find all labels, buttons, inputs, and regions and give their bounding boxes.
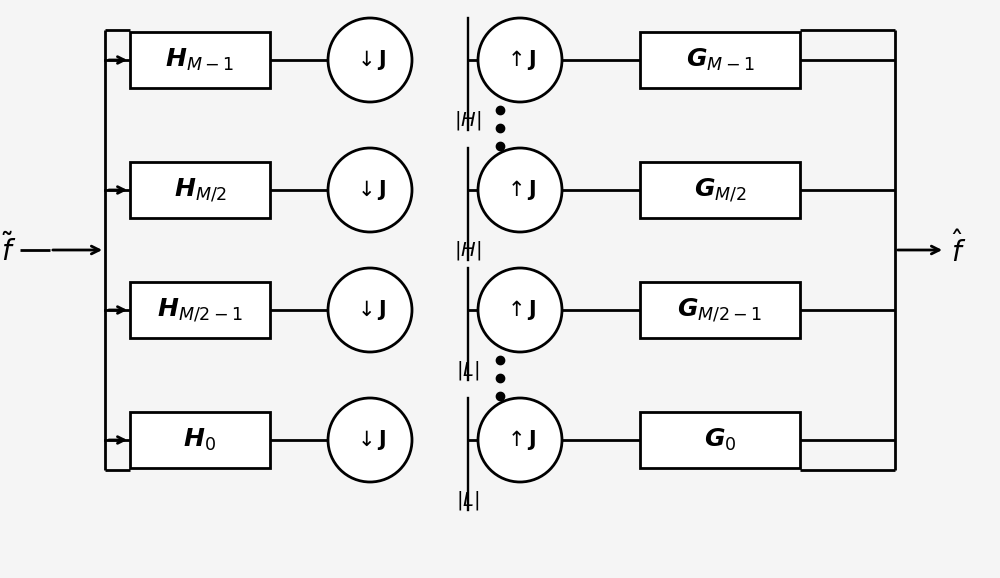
Ellipse shape: [478, 398, 562, 482]
Text: $\boldsymbol{H}_0$: $\boldsymbol{H}_0$: [183, 427, 217, 453]
Text: $\boldsymbol{H}_{M-1}$: $\boldsymbol{H}_{M-1}$: [165, 47, 235, 73]
Text: $\uparrow$J: $\uparrow$J: [503, 178, 537, 202]
FancyBboxPatch shape: [130, 282, 270, 338]
FancyBboxPatch shape: [130, 412, 270, 468]
FancyBboxPatch shape: [640, 32, 800, 88]
Text: $\boldsymbol{H}_{M/2}$: $\boldsymbol{H}_{M/2}$: [174, 176, 226, 203]
Ellipse shape: [328, 18, 412, 102]
Text: $|H|$: $|H|$: [454, 109, 482, 132]
Text: $\uparrow$J: $\uparrow$J: [503, 48, 537, 72]
Text: $\boldsymbol{G}_{M/2}$: $\boldsymbol{G}_{M/2}$: [694, 176, 746, 203]
Text: $\downarrow$J: $\downarrow$J: [353, 298, 387, 322]
Text: $\boldsymbol{G}_{M/2-1}$: $\boldsymbol{G}_{M/2-1}$: [677, 297, 763, 324]
Text: $\tilde{f}$: $\tilde{f}$: [1, 233, 16, 267]
Ellipse shape: [328, 268, 412, 352]
Text: $\downarrow$J: $\downarrow$J: [353, 428, 387, 452]
Text: $\uparrow$J: $\uparrow$J: [503, 298, 537, 322]
Ellipse shape: [478, 148, 562, 232]
Text: $\downarrow$J: $\downarrow$J: [353, 48, 387, 72]
FancyBboxPatch shape: [640, 412, 800, 468]
FancyBboxPatch shape: [640, 282, 800, 338]
Ellipse shape: [328, 398, 412, 482]
Text: $\boldsymbol{H}_{M/2-1}$: $\boldsymbol{H}_{M/2-1}$: [157, 297, 243, 324]
Ellipse shape: [328, 148, 412, 232]
FancyBboxPatch shape: [130, 162, 270, 218]
Text: $|L|$: $|L|$: [456, 359, 480, 382]
Text: $\hat{f}$: $\hat{f}$: [951, 232, 966, 269]
Text: $|L|$: $|L|$: [456, 489, 480, 512]
Text: $\boldsymbol{G}_0$: $\boldsymbol{G}_0$: [704, 427, 736, 453]
FancyBboxPatch shape: [130, 32, 270, 88]
Text: $\boldsymbol{G}_{M-1}$: $\boldsymbol{G}_{M-1}$: [686, 47, 754, 73]
Ellipse shape: [478, 18, 562, 102]
Text: $|H|$: $|H|$: [454, 239, 482, 262]
Text: $\uparrow$J: $\uparrow$J: [503, 428, 537, 452]
FancyBboxPatch shape: [640, 162, 800, 218]
Text: $\downarrow$J: $\downarrow$J: [353, 178, 387, 202]
Ellipse shape: [478, 268, 562, 352]
